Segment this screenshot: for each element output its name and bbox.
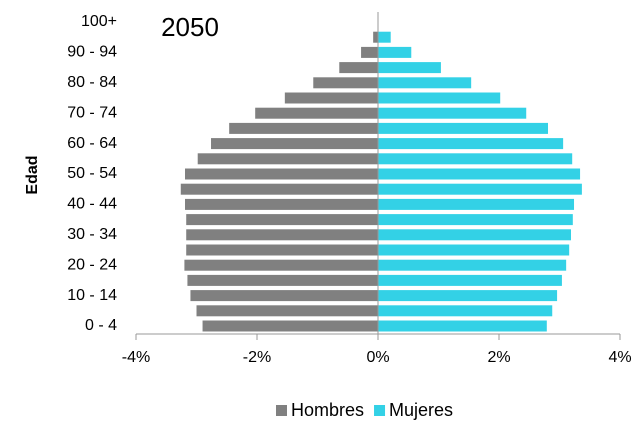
y-axis-label: Edad [24, 155, 41, 194]
x-tick-label: -2% [243, 349, 271, 366]
bar [186, 244, 378, 256]
bar [378, 107, 527, 119]
bar [373, 31, 378, 43]
y-tick-label: 40 - 44 [67, 196, 117, 213]
bar [229, 122, 378, 134]
y-tick-label: 60 - 64 [67, 135, 117, 152]
bar [197, 153, 378, 165]
bar [378, 290, 558, 302]
y-tick-label: 0 - 4 [85, 317, 117, 334]
bar [378, 183, 582, 195]
legend-label: Hombres [291, 400, 364, 420]
legend-label: Mujeres [389, 400, 453, 420]
y-tick-label: 50 - 54 [67, 165, 117, 182]
y-tick-label: 10 - 14 [67, 287, 117, 304]
bar [378, 214, 573, 226]
bar [339, 62, 378, 74]
bar [255, 107, 378, 119]
bar [378, 138, 564, 150]
bar [378, 198, 575, 210]
bar [378, 122, 549, 134]
bar [378, 168, 581, 180]
x-tick-label: 0% [366, 349, 389, 366]
bar [196, 305, 378, 317]
y-tick-label: 80 - 84 [67, 74, 117, 91]
bar [313, 77, 378, 89]
bar [187, 274, 378, 286]
bar [378, 274, 562, 286]
bar [190, 290, 378, 302]
y-tick-label: 100+ [81, 13, 117, 30]
chart-title: 2050 [161, 12, 219, 42]
bar [378, 31, 391, 43]
bar [378, 153, 573, 165]
bar [378, 305, 553, 317]
bar [211, 138, 378, 150]
bar [284, 92, 378, 104]
x-tick-label: 4% [608, 349, 631, 366]
bar [184, 259, 378, 271]
bar [180, 183, 378, 195]
bar [378, 320, 547, 332]
x-tick-label: 2% [487, 349, 510, 366]
x-tick-label: -4% [122, 349, 150, 366]
y-tick-label: 70 - 74 [67, 104, 117, 121]
legend-swatch [276, 405, 287, 416]
bar [378, 62, 441, 74]
y-tick-label: 20 - 24 [67, 256, 117, 273]
y-tick-label: 30 - 34 [67, 226, 117, 243]
bar [186, 229, 378, 241]
bar [378, 92, 501, 104]
bar [378, 46, 412, 58]
bar [186, 214, 378, 226]
bar [378, 259, 567, 271]
y-tick-label: 90 - 94 [67, 44, 117, 61]
bar [378, 244, 570, 256]
bar [361, 46, 378, 58]
legend-swatch [374, 405, 386, 416]
bar [378, 229, 571, 241]
bar [378, 77, 472, 89]
bar [185, 168, 378, 180]
bar [202, 320, 378, 332]
bar [185, 198, 378, 210]
